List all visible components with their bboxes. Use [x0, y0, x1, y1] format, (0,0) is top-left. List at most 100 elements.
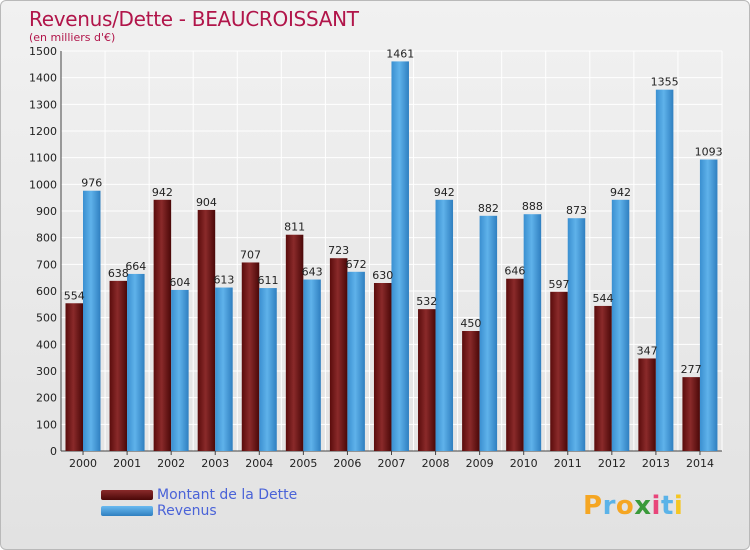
data-label-debt: 532 [416, 295, 437, 308]
y-tick-label: 500 [36, 312, 57, 325]
bar-revenue [611, 199, 630, 451]
bar-revenue [171, 289, 189, 451]
x-tick-label: 2001 [113, 457, 141, 470]
y-tick-label: 1300 [29, 98, 57, 111]
bar-debt [109, 280, 128, 451]
data-label-debt: 811 [284, 221, 305, 234]
bar-revenue [567, 218, 586, 451]
legend: Montant de la Dette Revenus [101, 487, 297, 519]
data-label-debt: 638 [108, 267, 129, 280]
y-tick-label: 1200 [29, 125, 57, 138]
bar-revenue [347, 271, 365, 451]
data-label-revenue: 976 [81, 177, 102, 190]
data-label-debt: 904 [196, 196, 217, 209]
bar-revenue [699, 159, 718, 452]
y-tick-label: 1100 [29, 152, 57, 165]
data-label-revenue: 1355 [651, 76, 679, 89]
x-tick-label: 2008 [422, 457, 450, 470]
x-tick-label: 2013 [642, 457, 670, 470]
y-tick-label: 700 [36, 258, 57, 271]
bar-revenue [435, 199, 454, 451]
bars [65, 61, 718, 452]
x-tick-label: 2003 [201, 457, 229, 470]
y-tick-label: 1500 [29, 45, 57, 58]
bar-debt [638, 358, 656, 451]
bar-debt [506, 278, 524, 451]
data-label-debt: 554 [64, 289, 85, 302]
value-labels: 554 638 942 904 707 811 723 630 532 450 646 597 544 3… [64, 47, 723, 376]
data-label-revenue: 888 [522, 200, 543, 213]
bar-revenue [215, 287, 233, 451]
bar-revenue [259, 288, 277, 451]
data-label-debt: 450 [460, 317, 481, 330]
bar-debt [550, 291, 568, 451]
x-tick-label: 2000 [69, 457, 97, 470]
x-tick-label: 2011 [554, 457, 582, 470]
y-tick-label: 900 [36, 205, 57, 218]
y-tick-label: 400 [36, 338, 57, 351]
bar-debt [285, 234, 304, 451]
y-tick-label: 1000 [29, 178, 57, 191]
bar-debt [418, 309, 436, 451]
data-label-revenue: 873 [566, 204, 587, 217]
data-label-debt: 707 [240, 248, 261, 261]
bar-revenue [303, 279, 321, 451]
logo-letter: r [602, 491, 616, 521]
bar-debt [153, 199, 172, 451]
data-label-revenue: 643 [302, 266, 323, 279]
x-tick-label: 2007 [378, 457, 406, 470]
bar-revenue [479, 215, 498, 451]
bar-debt [594, 305, 612, 451]
data-label-revenue: 613 [213, 274, 234, 287]
logo-letter: o [615, 491, 635, 521]
axes: 0 100 200 300 400 500 600 700 800 900 1000 1100 1200… [29, 45, 722, 470]
y-tick-label: 0 [50, 445, 57, 458]
x-tick-label: 2012 [598, 457, 626, 470]
y-tick-label: 600 [36, 285, 57, 298]
data-label-debt: 723 [328, 244, 349, 257]
data-label-revenue: 882 [478, 202, 499, 215]
data-label-revenue: 604 [169, 276, 190, 289]
y-tick-label: 300 [36, 365, 57, 378]
logo-letter: i [673, 491, 684, 521]
logo-letter: i [651, 491, 661, 521]
y-tick-label: 800 [36, 232, 57, 245]
data-label-revenue: 672 [346, 258, 367, 271]
bar-revenue [83, 190, 101, 451]
logo-letter: t [660, 491, 674, 521]
data-label-debt: 277 [681, 363, 702, 376]
x-tick-label: 2010 [510, 457, 538, 470]
x-tick-label: 2002 [157, 457, 185, 470]
bar-debt [65, 303, 83, 451]
bar-debt [241, 262, 260, 451]
bar-debt [197, 209, 216, 451]
x-tick-label: 2005 [289, 457, 317, 470]
chart-title: Revenus/Dette - BEAUCROISSANT [29, 7, 359, 31]
bar-debt [373, 283, 392, 451]
data-label-debt: 942 [152, 186, 173, 199]
bar-debt [462, 331, 480, 451]
bar-revenue [391, 61, 409, 452]
y-tick-label: 200 [36, 392, 57, 405]
data-label-debt: 597 [548, 278, 569, 291]
legend-item-revenue: Revenus [101, 503, 297, 519]
legend-item-debt: Montant de la Dette [101, 487, 297, 503]
legend-swatch-debt [101, 490, 153, 500]
data-label-debt: 630 [372, 269, 393, 282]
legend-swatch-revenue [101, 506, 153, 516]
proxiti-logo: Proxiti [583, 491, 683, 521]
data-label-revenue: 664 [125, 260, 146, 273]
logo-letter: x [634, 491, 652, 521]
x-tick-label: 2006 [333, 457, 361, 470]
y-tick-label: 100 [36, 418, 57, 431]
legend-label-debt: Montant de la Dette [157, 487, 298, 503]
data-label-debt: 347 [637, 344, 658, 357]
data-label-revenue: 1461 [386, 47, 414, 60]
legend-label-revenue: Revenus [157, 503, 217, 519]
bar-debt [329, 258, 348, 451]
bar-revenue [655, 89, 674, 452]
data-label-debt: 544 [593, 292, 614, 305]
logo-letter: P [583, 491, 603, 521]
